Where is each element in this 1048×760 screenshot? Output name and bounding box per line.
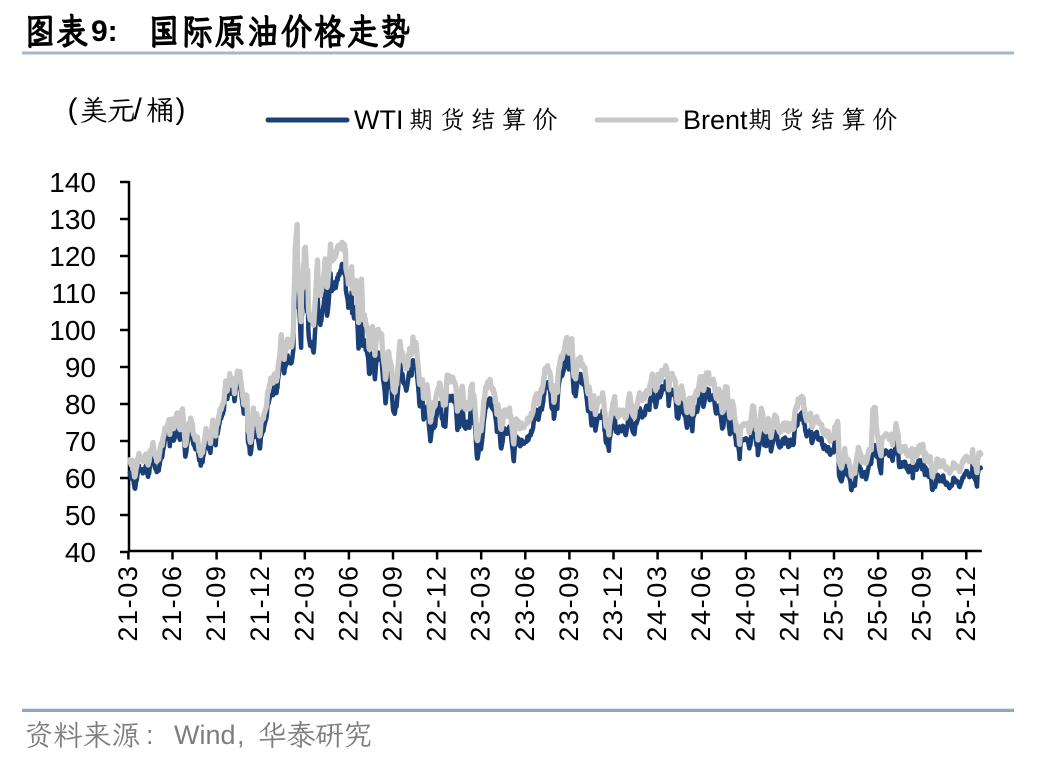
svg-text:50: 50 xyxy=(65,500,96,531)
svg-text:24-06: 24-06 xyxy=(686,565,716,642)
svg-text:(: ( xyxy=(68,93,78,126)
svg-text:90: 90 xyxy=(65,352,96,383)
svg-text:140: 140 xyxy=(49,167,96,198)
svg-text:25-12: 25-12 xyxy=(951,565,981,642)
svg-text:80: 80 xyxy=(65,389,96,420)
svg-text:23-03: 23-03 xyxy=(466,565,496,642)
svg-text:23-09: 23-09 xyxy=(554,565,584,642)
svg-text:/: / xyxy=(134,93,143,126)
svg-text:25-06: 25-06 xyxy=(863,565,893,642)
svg-text:WTI: WTI xyxy=(354,105,403,135)
svg-text:130: 130 xyxy=(49,204,96,235)
svg-text:100: 100 xyxy=(49,315,96,346)
svg-text::: : xyxy=(146,720,154,750)
svg-text:22-09: 22-09 xyxy=(378,565,408,642)
svg-text:40: 40 xyxy=(65,537,96,568)
svg-text:25-03: 25-03 xyxy=(819,565,849,642)
svg-text:9:: 9: xyxy=(91,15,118,48)
svg-text:22-12: 22-12 xyxy=(422,565,452,642)
svg-text:Wind: Wind xyxy=(174,720,236,750)
svg-text:120: 120 xyxy=(49,241,96,272)
svg-text:60: 60 xyxy=(65,463,96,494)
svg-text:24-03: 24-03 xyxy=(642,565,672,642)
svg-text:24-09: 24-09 xyxy=(730,565,760,642)
svg-text:23-12: 23-12 xyxy=(598,565,628,642)
svg-text:22-06: 22-06 xyxy=(333,565,363,642)
svg-text:23-06: 23-06 xyxy=(510,565,540,642)
svg-text:70: 70 xyxy=(65,426,96,457)
svg-text:22-03: 22-03 xyxy=(289,565,319,642)
svg-text:21-09: 21-09 xyxy=(201,565,231,642)
svg-text:21-12: 21-12 xyxy=(245,565,275,642)
svg-text:Brent: Brent xyxy=(683,105,748,135)
svg-text:,: , xyxy=(237,720,245,750)
svg-text:24-12: 24-12 xyxy=(774,565,804,642)
svg-text:21-06: 21-06 xyxy=(157,565,187,642)
svg-text:): ) xyxy=(176,93,186,126)
svg-text:21-03: 21-03 xyxy=(113,565,143,642)
svg-text:25-09: 25-09 xyxy=(907,565,937,642)
svg-text:110: 110 xyxy=(51,278,96,309)
